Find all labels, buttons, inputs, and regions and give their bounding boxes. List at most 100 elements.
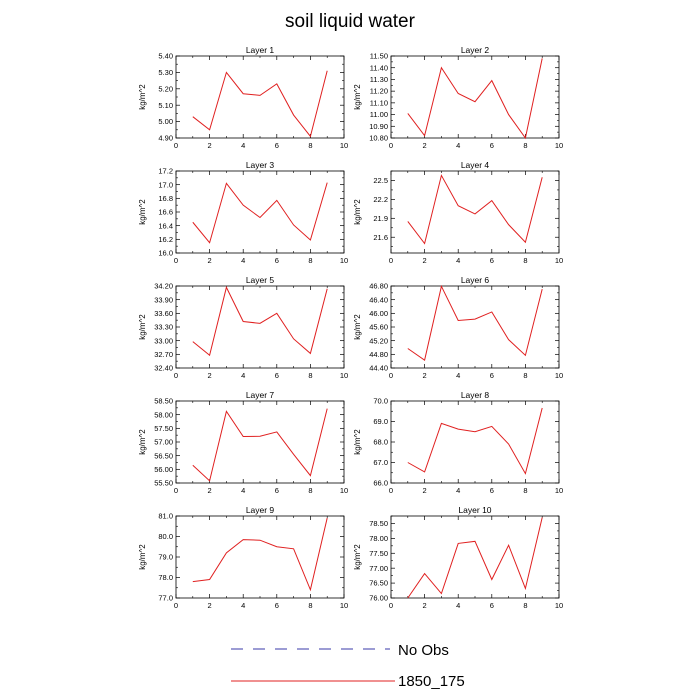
y-tick-label: 46.40 — [369, 295, 388, 304]
y-tick-label: 33.90 — [154, 295, 173, 304]
x-tick-label: 4 — [456, 256, 460, 265]
series-line-1850-175 — [192, 182, 328, 244]
y-axis-label: kg/m^2 — [353, 199, 362, 225]
x-tick-label: 0 — [389, 486, 393, 495]
y-tick-label: 44.40 — [369, 364, 388, 373]
panel-title: Layer 2 — [461, 45, 490, 55]
panel-layer-2: Layer 2 kg/m^2 0 2 4 6 8 10 10.80 10.90 11.00 11.10… — [353, 45, 563, 150]
x-tick-label: 0 — [389, 371, 393, 380]
x-tick-label: 2 — [208, 601, 212, 610]
x-tick-label: 2 — [423, 371, 427, 380]
y-tick-label: 58.50 — [154, 397, 173, 406]
y-axis-label: kg/m^2 — [138, 84, 147, 110]
legend: No Obs 1850_175 — [231, 642, 465, 690]
x-tick-label: 4 — [241, 486, 245, 495]
x-tick-label: 10 — [555, 486, 563, 495]
y-tick-label: 4.90 — [158, 134, 173, 143]
x-tick-label: 10 — [555, 141, 563, 150]
x-tick-label: 0 — [389, 601, 393, 610]
panel-layer-9: Layer 9 kg/m^2 0 2 4 6 8 10 77.0 78.0 79.0 80.0 81.0 — [138, 505, 348, 610]
y-tick-label: 11.30 — [370, 75, 388, 84]
y-tick-label: 68.0 — [373, 438, 388, 447]
panels: Layer 1 kg/m^2 0 2 4 6 8 10 4.90 5.00 5.10 5.20 5.30… — [138, 45, 563, 610]
series-line-1850-175 — [192, 70, 328, 138]
panel-title: Layer 5 — [246, 275, 275, 285]
x-tick-label: 8 — [308, 256, 312, 265]
x-tick-label: 4 — [241, 141, 245, 150]
x-tick-label: 6 — [490, 486, 494, 495]
y-tick-label: 11.10 — [370, 98, 388, 107]
y-tick-label: 57.00 — [154, 438, 173, 447]
y-tick-label: 33.30 — [154, 323, 173, 332]
x-tick-label: 4 — [241, 256, 245, 265]
y-tick-label: 55.50 — [154, 479, 173, 488]
x-tick-label: 6 — [490, 141, 494, 150]
y-tick-label: 45.60 — [369, 323, 388, 332]
y-tick-label: 67.0 — [373, 458, 388, 467]
x-tick-label: 10 — [340, 256, 348, 265]
panel-layer-1: Layer 1 kg/m^2 0 2 4 6 8 10 4.90 5.00 5.10 5.20 5.30… — [138, 45, 348, 150]
figure-title: soil liquid water — [285, 11, 416, 32]
panel-layer-10: Layer 10 kg/m^2 0 2 4 6 8 10 76.00 76.50 77.00 77.5… — [353, 505, 563, 610]
x-tick-label: 6 — [275, 601, 279, 610]
x-tick-label: 2 — [423, 256, 427, 265]
y-tick-label: 16.4 — [158, 221, 173, 230]
x-tick-label: 0 — [389, 256, 393, 265]
x-tick-label: 4 — [456, 371, 460, 380]
y-tick-label: 21.9 — [373, 214, 388, 223]
y-axis-label: kg/m^2 — [138, 429, 147, 455]
panel-frame — [175, 285, 345, 369]
y-tick-label: 69.0 — [373, 417, 388, 426]
y-axis-label: kg/m^2 — [138, 199, 147, 225]
y-axis-label: kg/m^2 — [353, 429, 362, 455]
x-tick-label: 6 — [275, 141, 279, 150]
y-axis-label: kg/m^2 — [138, 314, 147, 340]
y-tick-label: 16.6 — [158, 208, 173, 217]
y-tick-label: 11.00 — [370, 110, 388, 119]
series-line-1850-175 — [192, 517, 328, 592]
series-line-1850-175 — [407, 517, 543, 599]
x-tick-label: 10 — [555, 256, 563, 265]
y-tick-label: 17.2 — [158, 167, 173, 176]
x-tick-label: 8 — [308, 486, 312, 495]
series-line-1850-175 — [407, 284, 543, 361]
series-line-1850-175 — [407, 407, 543, 475]
x-tick-label: 6 — [275, 256, 279, 265]
panel-layer-8: Layer 8 kg/m^2 0 2 4 6 8 10 66.0 67.0 68.0 69.0 70.0 — [353, 390, 563, 495]
panel-frame — [390, 285, 560, 369]
series-line-1850-175 — [192, 408, 328, 482]
x-tick-label: 2 — [208, 371, 212, 380]
x-tick-label: 8 — [523, 601, 527, 610]
x-tick-label: 6 — [490, 371, 494, 380]
y-tick-label: 77.0 — [158, 594, 173, 603]
panel-title: Layer 1 — [246, 45, 275, 55]
y-tick-label: 5.00 — [158, 117, 173, 126]
panel-frame — [390, 170, 560, 254]
panel-layer-3: Layer 3 kg/m^2 0 2 4 6 8 10 16.0 16.2 16.4 16.6 16.8… — [138, 160, 348, 265]
x-tick-label: 10 — [555, 371, 563, 380]
panel-title: Layer 4 — [461, 160, 490, 170]
y-tick-label: 16.2 — [158, 235, 173, 244]
y-tick-label: 22.5 — [373, 176, 388, 185]
y-tick-label: 78.0 — [158, 573, 173, 582]
panel-title: Layer 10 — [458, 505, 491, 515]
y-tick-label: 5.20 — [158, 84, 173, 93]
x-tick-label: 2 — [423, 486, 427, 495]
panel-title: Layer 7 — [246, 390, 275, 400]
y-tick-label: 5.10 — [158, 101, 173, 110]
x-tick-label: 8 — [523, 371, 527, 380]
x-tick-label: 8 — [523, 486, 527, 495]
x-tick-label: 0 — [174, 486, 178, 495]
x-tick-label: 2 — [208, 486, 212, 495]
y-tick-label: 33.60 — [154, 309, 173, 318]
x-tick-label: 0 — [174, 141, 178, 150]
y-tick-label: 46.00 — [369, 309, 388, 318]
y-tick-label: 32.70 — [154, 350, 173, 359]
panel-layer-4: Layer 4 kg/m^2 0 2 4 6 8 10 21.6 21.9 22.2 22.5 — [353, 160, 563, 265]
panel-title: Layer 9 — [246, 505, 275, 515]
panel-layer-6: Layer 6 kg/m^2 0 2 4 6 8 10 44.40 44.80 45.20 45.60… — [353, 275, 563, 380]
x-tick-label: 2 — [208, 256, 212, 265]
panel-frame — [175, 515, 345, 599]
y-tick-label: 10.90 — [369, 122, 388, 131]
